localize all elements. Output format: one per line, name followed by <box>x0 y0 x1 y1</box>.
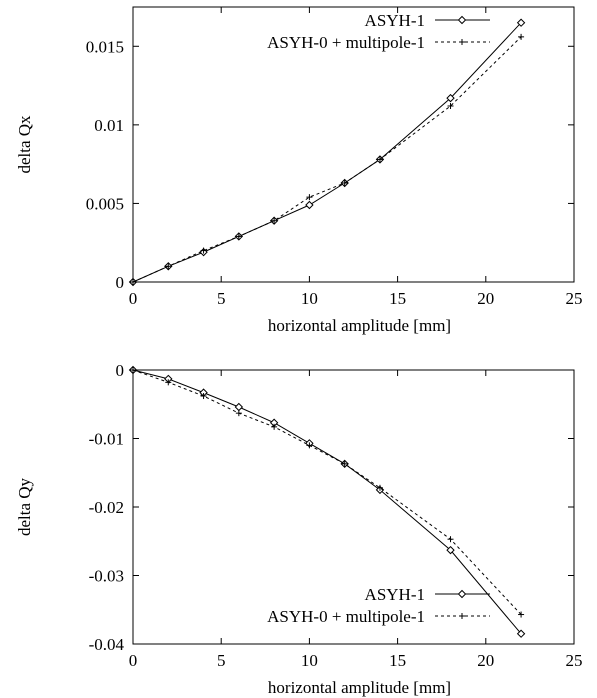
series-line-2 <box>132 36 522 283</box>
y-tick-label: -0.03 <box>89 567 124 586</box>
legend-marker <box>457 15 467 25</box>
series-line-2 <box>132 369 522 615</box>
data-point <box>518 33 525 40</box>
data-point <box>516 629 526 638</box>
x-axis-label: horizontal amplitude [mm] <box>268 316 451 335</box>
data-point <box>200 247 207 254</box>
data-point <box>234 402 244 412</box>
y-axis-label: delta Qx <box>15 115 34 174</box>
data-point <box>446 545 455 555</box>
chart-1: 0 5 10 15 20 25 0 0.005 0.01 0.015 horizontal ampl… <box>15 6 583 335</box>
legend-marker <box>457 589 467 599</box>
x-tick-label: 0 <box>129 651 138 670</box>
data-point <box>341 460 348 467</box>
legend-label: ASYH-0 + multipole-1 <box>267 33 425 52</box>
x-tick-label: 0 <box>129 289 138 308</box>
chart-2: 0 5 10 15 20 25 0 -0.01 -0.02 -0.03 -0.04 horizonta… <box>15 361 583 697</box>
legend-label: ASYH-1 <box>365 11 425 30</box>
data-point <box>200 393 207 400</box>
data-point <box>341 180 348 186</box>
x-tick-label: 10 <box>301 651 318 670</box>
y-tick-label: -0.04 <box>89 635 125 654</box>
y-tick-label: 0.015 <box>86 37 124 56</box>
series-line-1 <box>132 369 522 635</box>
data-point <box>447 536 454 543</box>
data-point <box>271 423 278 430</box>
x-tick-label: 25 <box>566 289 583 308</box>
data-point <box>306 442 313 449</box>
x-tick-label: 10 <box>301 289 318 308</box>
data-point <box>516 18 526 27</box>
y-tick-label: -0.02 <box>89 498 124 517</box>
x-tick-label: 25 <box>566 651 583 670</box>
data-point <box>376 484 383 491</box>
y-tick-label: 0 <box>116 273 125 292</box>
x-tick-label: 20 <box>477 651 494 670</box>
legend-marker <box>459 39 465 45</box>
y-tick-label: -0.01 <box>89 430 124 449</box>
x-tick-label: 5 <box>217 289 226 308</box>
x-axis-label: horizontal amplitude [mm] <box>268 678 451 697</box>
data-point <box>271 217 278 224</box>
series-line-1 <box>132 22 522 283</box>
plot-frame <box>132 6 575 283</box>
data-point <box>235 410 242 417</box>
legend-marker <box>459 613 465 619</box>
x-tick-label: 20 <box>477 289 494 308</box>
data-point <box>235 233 242 240</box>
data-point <box>305 200 314 210</box>
legend-label: ASYH-1 <box>365 585 425 604</box>
data-point <box>130 367 136 373</box>
x-tick-label: 15 <box>389 289 406 308</box>
x-tick-label: 15 <box>389 651 406 670</box>
data-point <box>518 611 525 618</box>
data-point <box>130 279 136 285</box>
plot-frame <box>132 369 575 645</box>
y-tick-label: 0.01 <box>94 116 124 135</box>
y-axis-label: delta Qy <box>15 477 34 536</box>
data-point <box>447 103 454 109</box>
data-point <box>376 156 383 163</box>
x-tick-label: 5 <box>217 651 226 670</box>
y-tick-label: 0 <box>116 361 125 380</box>
legend-label: ASYH-0 + multipole-1 <box>267 607 425 626</box>
data-point <box>165 263 172 270</box>
data-point <box>446 93 455 103</box>
y-tick-label: 0.005 <box>86 194 124 213</box>
data-point <box>306 194 313 201</box>
data-point <box>165 379 172 386</box>
